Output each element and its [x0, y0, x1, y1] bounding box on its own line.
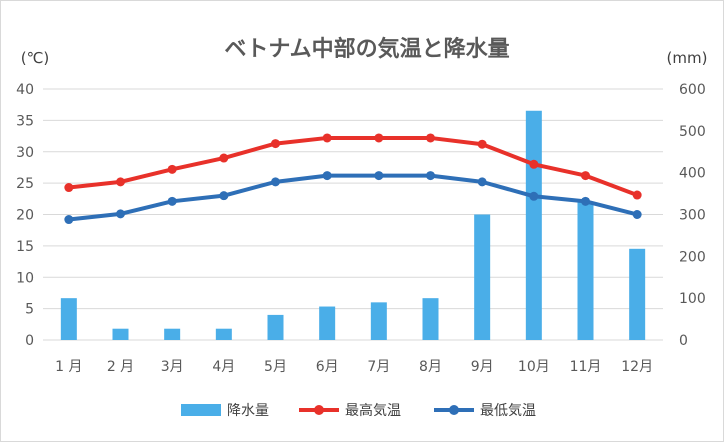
right-tick-label: 100: [679, 291, 706, 307]
max-temp-line: [66, 135, 640, 198]
max-temp-point: [477, 139, 487, 149]
x-tick-label: 1 月: [55, 359, 82, 375]
x-tick-label: 2 月: [107, 359, 134, 375]
x-tick-label: 6月: [316, 359, 339, 375]
gridlines: [43, 88, 663, 341]
min-temp-point: [581, 196, 590, 206]
min-temp-point: [374, 171, 384, 181]
legend: 降水量 最高気温 最低気温: [181, 402, 536, 419]
right-axis-ticks: 0 100 200 300 400 500 600: [679, 82, 706, 349]
precipitation-bars: [60, 110, 646, 341]
min-temp-point: [219, 191, 229, 201]
left-tick-label: 10: [16, 270, 34, 286]
max-temp-point: [374, 133, 384, 143]
right-tick-label: 500: [679, 124, 706, 140]
legend-label: 最高気温: [345, 402, 401, 419]
max-temp-point: [322, 133, 332, 143]
legend-label: 降水量: [227, 403, 269, 419]
precipitation-bar: [267, 314, 284, 340]
left-tick-label: 35: [16, 113, 34, 129]
right-tick-label: 300: [679, 208, 706, 224]
legend-marker-min-temp: [449, 405, 459, 415]
min-temp-point: [116, 209, 125, 219]
min-temp-point: [529, 191, 539, 201]
max-temp-point: [529, 159, 539, 169]
x-tick-label: 12月: [621, 359, 653, 375]
max-temp-point: [426, 133, 435, 143]
right-tick-label: 200: [679, 249, 706, 265]
x-axis-ticks: 1 月 2 月 3月 4月 5月 6月 7月 8月 9月 10月 11月 12月: [55, 359, 653, 375]
max-temp-point: [116, 177, 125, 187]
x-tick-label: 4月: [212, 359, 235, 375]
precipitation-bar: [629, 248, 646, 340]
precipitation-bar: [370, 302, 387, 340]
legend-label: 最低気温: [480, 403, 536, 419]
max-temp-point: [64, 183, 74, 193]
min-temp-point: [477, 177, 487, 187]
temperature-lines: [64, 133, 642, 225]
left-tick-label: 20: [16, 208, 34, 224]
chart-title: ベトナム中部の気温と降水量: [224, 36, 509, 62]
min-temp-point: [426, 171, 435, 181]
precipitation-bar: [422, 298, 439, 340]
left-tick-label: 25: [16, 176, 34, 192]
min-temp-point: [167, 196, 177, 206]
precipitation-bar: [60, 298, 77, 340]
right-axis-unit: (mm): [667, 49, 708, 67]
max-temp-point: [581, 171, 590, 181]
x-tick-label: 3月: [161, 359, 184, 375]
left-tick-label: 15: [16, 239, 34, 255]
precipitation-bar: [164, 328, 181, 340]
precipitation-bar: [112, 328, 129, 340]
max-temp-point: [219, 153, 229, 163]
precipitation-bar: [319, 306, 336, 340]
left-tick-label: 40: [16, 82, 34, 98]
precipitation-bar: [577, 201, 594, 340]
x-tick-label: 8月: [419, 359, 442, 375]
precipitation-bar: [215, 328, 232, 340]
max-temp-point: [167, 164, 177, 174]
right-tick-label: 0: [679, 333, 688, 349]
x-tick-label: 11月: [570, 359, 602, 375]
left-axis-unit: (℃): [21, 49, 50, 67]
left-tick-label: 30: [16, 145, 34, 161]
min-temp-point: [632, 210, 642, 219]
left-axis-ticks: 0 5 10 15 20 25 30 35 40: [16, 82, 34, 349]
right-tick-label: 400: [679, 166, 706, 182]
max-temp-point: [632, 190, 642, 200]
x-tick-label: 9月: [471, 359, 494, 375]
right-tick-label: 600: [679, 82, 706, 98]
legend-swatch-precipitation: [181, 404, 221, 416]
legend-marker-max-temp: [314, 405, 324, 415]
x-tick-label: 5月: [264, 359, 287, 375]
x-tick-label: 10月: [518, 359, 550, 375]
min-temp-point: [322, 171, 332, 181]
min-temp-line: [66, 173, 640, 222]
precipitation-bar: [525, 110, 542, 341]
precipitation-bar: [474, 214, 491, 340]
min-temp-point: [271, 177, 280, 187]
max-temp-point: [271, 139, 280, 149]
left-tick-label: 0: [25, 333, 34, 349]
min-temp-point: [64, 215, 74, 225]
x-tick-label: 7月: [367, 359, 390, 375]
left-tick-label: 5: [25, 302, 34, 318]
